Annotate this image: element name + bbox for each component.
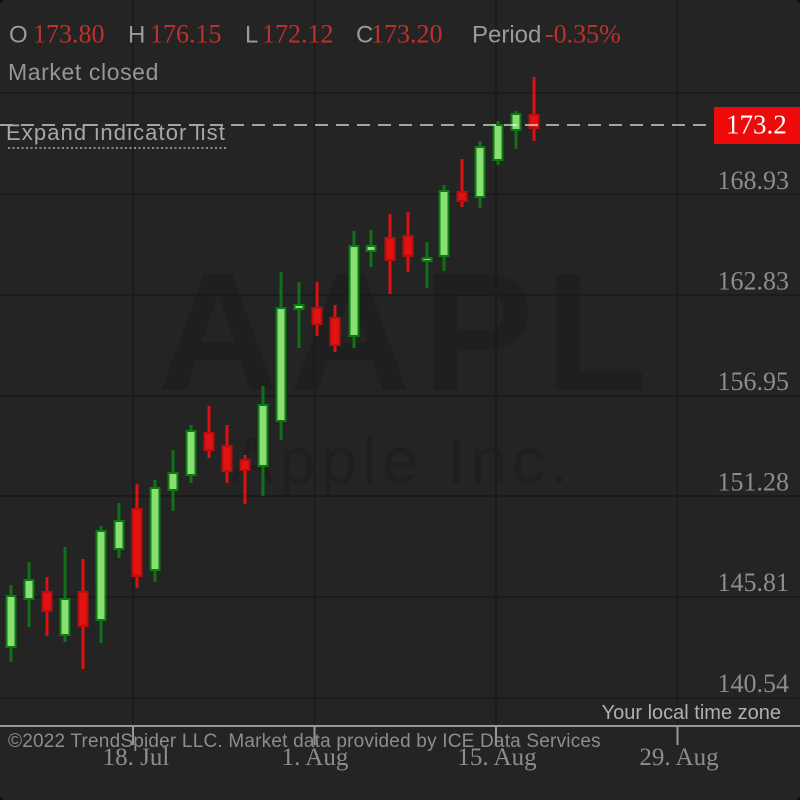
svg-text:145.81: 145.81 xyxy=(718,568,790,597)
svg-text:18. Jul: 18. Jul xyxy=(103,744,170,771)
svg-text:C: C xyxy=(356,22,373,49)
svg-text:173.2: 173.2 xyxy=(726,110,787,140)
svg-text:Apple Inc.: Apple Inc. xyxy=(230,424,573,497)
svg-text:29. Aug: 29. Aug xyxy=(639,744,719,771)
svg-text:176.15: 176.15 xyxy=(150,20,222,49)
svg-text:15. Aug: 15. Aug xyxy=(457,744,537,771)
svg-text:©2022 TrendSpider LLC. Market: ©2022 TrendSpider LLC. Market data provi… xyxy=(8,731,601,752)
svg-text:162.83: 162.83 xyxy=(718,267,790,296)
svg-text:173.20: 173.20 xyxy=(371,20,443,49)
svg-text:L: L xyxy=(245,22,258,49)
svg-text:156.95: 156.95 xyxy=(718,367,790,396)
svg-text:Market closed: Market closed xyxy=(8,59,159,85)
svg-text:AAPL: AAPL xyxy=(157,238,658,426)
svg-text:172.12: 172.12 xyxy=(262,20,334,49)
svg-text:173.80: 173.80 xyxy=(33,20,105,49)
svg-text:Expand indicator list: Expand indicator list xyxy=(6,120,226,145)
svg-text:Your local time zone: Your local time zone xyxy=(602,702,781,724)
svg-text:Period: Period xyxy=(472,22,541,49)
svg-text:O: O xyxy=(9,22,28,49)
svg-text:168.93: 168.93 xyxy=(718,166,790,195)
svg-text:1. Aug: 1. Aug xyxy=(282,744,349,771)
svg-text:-0.35%: -0.35% xyxy=(545,20,621,49)
svg-text:151.28: 151.28 xyxy=(718,468,790,497)
svg-text:140.54: 140.54 xyxy=(718,669,790,698)
svg-text:H: H xyxy=(128,22,145,49)
